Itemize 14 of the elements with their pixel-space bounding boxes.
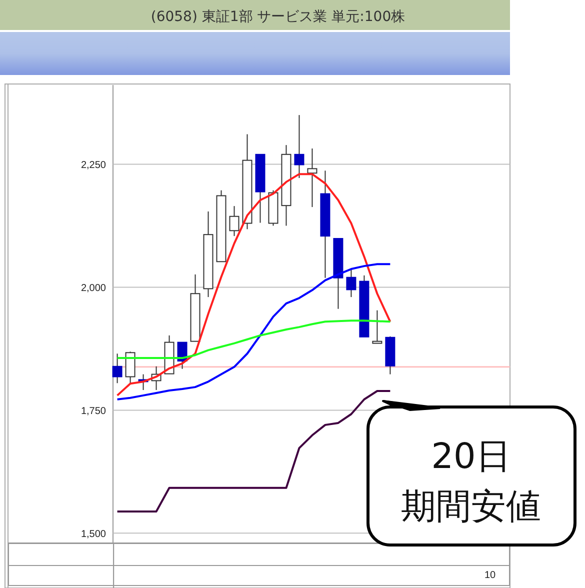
chart-title: (6058) 東証1部 サービス業 単元:100株 xyxy=(150,9,406,25)
candlestick xyxy=(307,148,318,208)
y-tick-label: 2,250 xyxy=(80,160,106,172)
candlestick xyxy=(294,114,304,179)
text: 10 xyxy=(484,570,496,581)
y-tick-label: 2,000 xyxy=(80,283,106,294)
y-tick-label: 1,500 xyxy=(80,529,106,540)
callout: 20日 期間安値 xyxy=(366,400,576,546)
y-tick-label: 1,750 xyxy=(80,406,106,418)
candlestick xyxy=(372,310,382,344)
candlestick xyxy=(346,269,356,298)
candlestick xyxy=(112,353,122,384)
candlestick xyxy=(229,206,240,237)
header: (6058) 東証1部 サービス業 単元:100株 xyxy=(0,0,510,30)
